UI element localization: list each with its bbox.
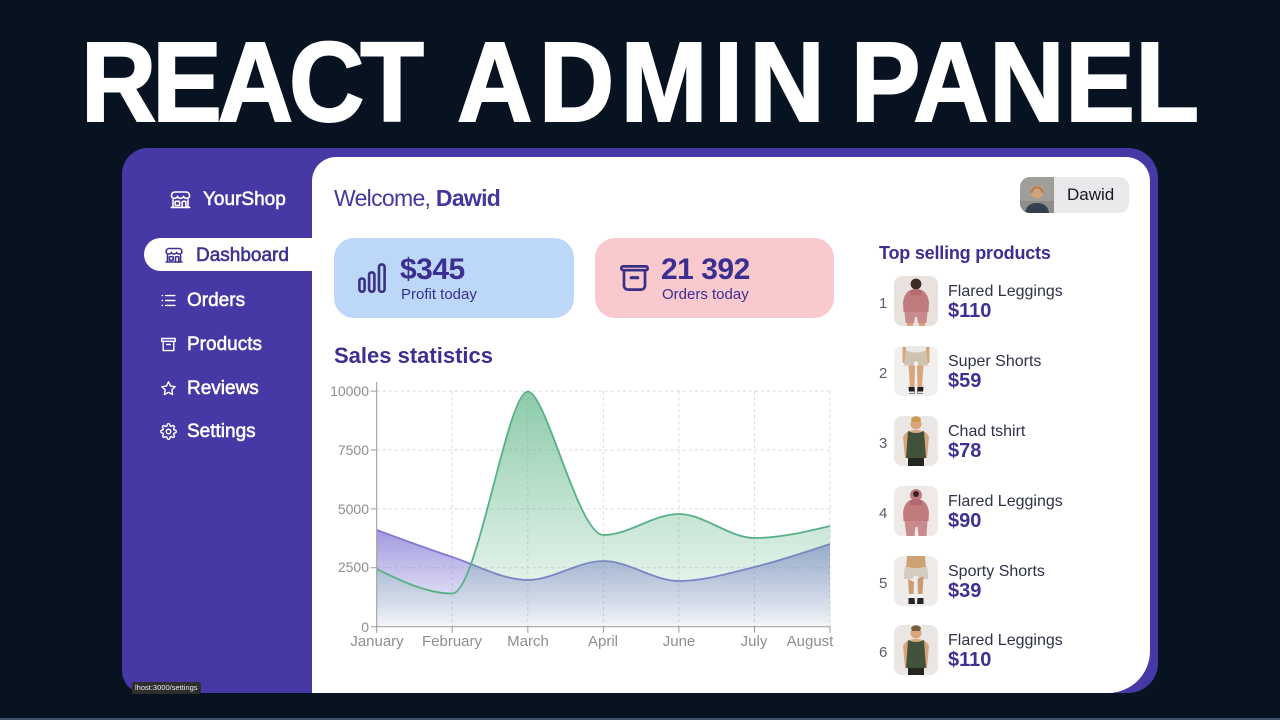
svg-text:5000: 5000 [338, 501, 369, 517]
svg-text:February: February [422, 633, 483, 650]
svg-text:July: July [741, 633, 768, 650]
svg-text:10000: 10000 [330, 383, 369, 399]
svg-text:0: 0 [361, 619, 369, 635]
svg-text:2500: 2500 [338, 559, 369, 575]
svg-text:August: August [787, 633, 835, 650]
svg-text:7500: 7500 [338, 442, 369, 458]
svg-text:January: January [350, 633, 404, 650]
svg-text:March: March [507, 633, 549, 650]
svg-text:June: June [663, 633, 696, 650]
svg-text:April: April [588, 633, 618, 650]
